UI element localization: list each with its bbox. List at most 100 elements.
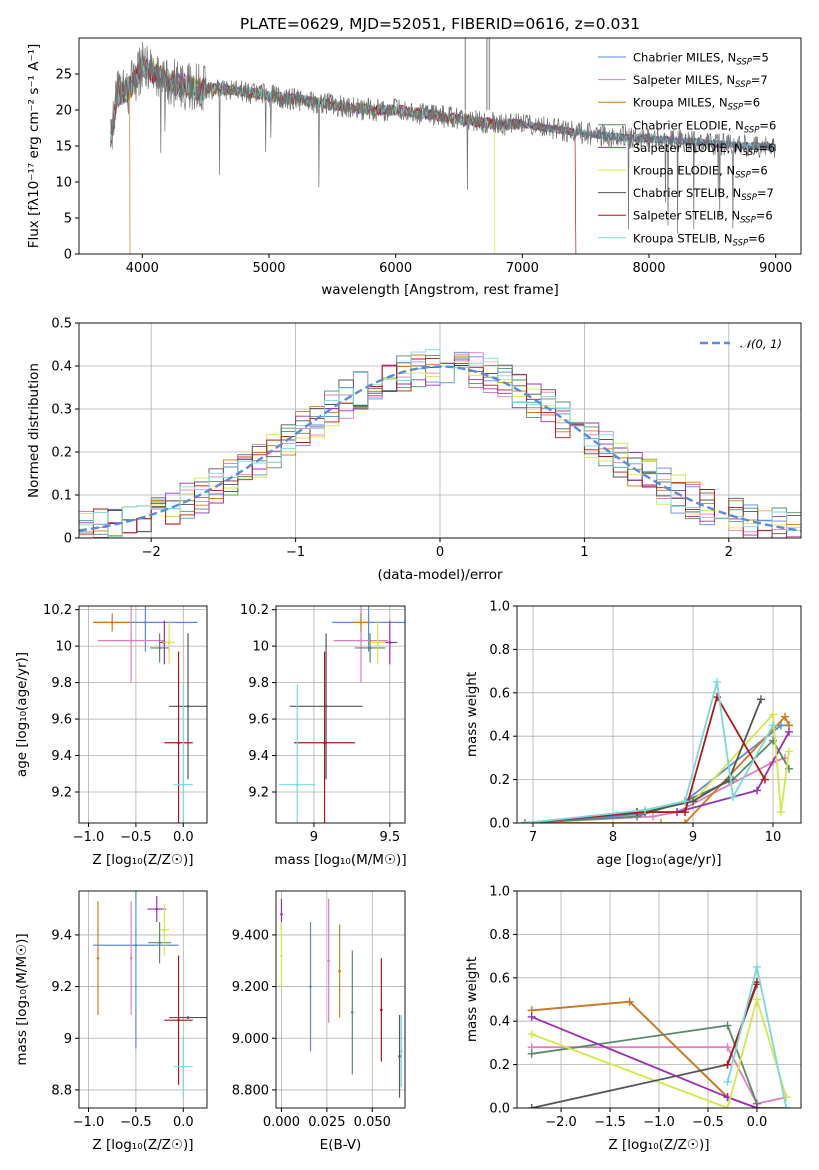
tick-label-y: 0.2 bbox=[489, 773, 510, 788]
tick-label-y: 0.1 bbox=[51, 489, 72, 504]
tick-label-y: 10 bbox=[55, 640, 72, 655]
plot-area bbox=[93, 891, 207, 1098]
legend-label-4: Salpeter ELODIE, NSSP=6 bbox=[633, 141, 775, 158]
tick-label-y: 0.0 bbox=[489, 817, 510, 832]
series-line-6 bbox=[524, 698, 762, 823]
tick-label-x: −0.5 bbox=[692, 1115, 724, 1130]
legend-label-5: Kroupa ELODIE, NSSP=6 bbox=[633, 164, 768, 181]
tick-label-y: 9.400 bbox=[232, 928, 269, 943]
point-6 bbox=[324, 704, 328, 708]
tick-label-x: 1 bbox=[580, 545, 588, 560]
tick-label-x: 7 bbox=[529, 830, 537, 845]
panel-spectrum: 4000 5000 6000 7000 8000 9000 0 5 10 15 20 25 wavele… bbox=[26, 37, 802, 298]
tick-label-x: −0.5 bbox=[120, 1115, 152, 1130]
series-line-1 bbox=[531, 1046, 787, 1105]
tick-label-y: 9.200 bbox=[232, 980, 269, 995]
y-axis-label: mass weight bbox=[464, 672, 480, 757]
y-axis-label: age [log₁₀(age/yr)] bbox=[14, 652, 30, 777]
series-line-7 bbox=[524, 694, 766, 823]
tick-label-y: 10.2 bbox=[240, 603, 269, 618]
tick-label-x: 0.050 bbox=[354, 1115, 391, 1130]
legend-label-2: Kroupa MILES, NSSP=6 bbox=[633, 96, 760, 113]
tick-label-y: 9.6 bbox=[51, 713, 72, 728]
point-1 bbox=[327, 959, 330, 963]
tick-label-y: 9.4 bbox=[248, 749, 269, 764]
plot-area bbox=[279, 606, 405, 823]
tick-label-y: 9.2 bbox=[51, 786, 72, 801]
legend-label-7: Salpeter STELIB, NSSP=6 bbox=[633, 209, 773, 226]
series-line-8 bbox=[524, 681, 774, 823]
axes-frame bbox=[516, 605, 802, 824]
tick-label-y: 25 bbox=[55, 68, 72, 83]
point-8 bbox=[295, 783, 299, 787]
series-line-4 bbox=[531, 1016, 758, 1108]
tick-label-y: 0.8 bbox=[489, 928, 510, 943]
tick-label-y: 0 bbox=[64, 532, 72, 547]
y-axis-label: Flux [fλ10⁻¹⁷ erg cm⁻² s⁻¹ A⁻¹] bbox=[26, 44, 42, 249]
tick-label-y: 1.0 bbox=[489, 885, 510, 900]
x-axis-label: Z [log₁₀(Z/Z☉)] bbox=[608, 1137, 709, 1153]
tick-label-y: 0.4 bbox=[51, 360, 72, 375]
tick-label-y: 8.8 bbox=[51, 1083, 72, 1098]
tick-label-x: 9000 bbox=[759, 261, 792, 276]
tick-label-y: 0.3 bbox=[51, 403, 72, 418]
point-0 bbox=[134, 943, 138, 947]
point-8 bbox=[181, 1065, 185, 1068]
tick-label-y: 10 bbox=[55, 176, 72, 191]
tick-label-y: 9.2 bbox=[51, 980, 72, 995]
x-axis-label: Z [log₁₀(Z/Z☉)] bbox=[92, 1137, 193, 1153]
tick-label-x: 5000 bbox=[252, 261, 285, 276]
point-2 bbox=[110, 621, 114, 624]
point-2 bbox=[359, 621, 363, 624]
point-5 bbox=[280, 954, 283, 957]
point-3 bbox=[351, 1011, 354, 1014]
tick-label-x: 9.5 bbox=[379, 830, 400, 845]
tick-label-x: −0.5 bbox=[120, 830, 152, 845]
tick-label-x: −2.0 bbox=[545, 1115, 577, 1130]
tick-label-x: 2 bbox=[725, 545, 733, 560]
axes-frame bbox=[78, 605, 208, 824]
x-axis-label: E(B-V) bbox=[320, 1137, 362, 1153]
tick-label-y: 0.5 bbox=[51, 317, 72, 332]
point-5 bbox=[167, 641, 171, 644]
point-3 bbox=[158, 646, 161, 650]
axes-frame bbox=[78, 37, 802, 255]
panel-massweight-vs-age: 7 8 9 10 0.0 0.2 0.4 0.6 0.8 1.0 age [log₁₀(age/yr… bbox=[464, 600, 802, 868]
point-3 bbox=[158, 941, 161, 944]
x-axis-label: wavelength [Angstrom, rest frame] bbox=[321, 282, 559, 298]
x-axis-label: (data-model)/error bbox=[377, 567, 503, 583]
tick-label-x: 0.0 bbox=[173, 1115, 194, 1130]
tick-label-y: 0 bbox=[64, 248, 72, 263]
tick-label-x: 0 bbox=[436, 545, 444, 560]
panel-mass-vs-ebv: 0.000 0.025 0.050 8.800 9.000 9.200 9.400 E(B-V… bbox=[232, 890, 406, 1153]
tick-label-x: −1.5 bbox=[594, 1115, 626, 1130]
tick-label-x: 7000 bbox=[506, 261, 539, 276]
tick-label-y: 9.4 bbox=[51, 749, 72, 764]
plot-area bbox=[521, 677, 793, 823]
tick-label-x: 9 bbox=[689, 830, 697, 845]
panel-massweight-vs-Z: −2.0 −1.5 −1.0 −0.5 0.0 0.0 0.2 0.4 0.6 0.8 1.0 Z [… bbox=[464, 885, 802, 1153]
tick-label-y: 8.800 bbox=[232, 1083, 269, 1098]
point-4 bbox=[388, 641, 392, 644]
legend-label-6: Chabrier STELIB, NSSP=7 bbox=[633, 186, 774, 203]
histogram-8 bbox=[79, 349, 801, 538]
point-8 bbox=[400, 1049, 403, 1053]
tick-label-x: 0.025 bbox=[308, 1115, 345, 1130]
tick-label-x: 0.000 bbox=[263, 1115, 300, 1130]
data-spectrum bbox=[110, 41, 776, 234]
tick-label-x: −1.0 bbox=[73, 1115, 105, 1130]
plot-area bbox=[110, 38, 777, 254]
tick-label-x: 8 bbox=[609, 830, 617, 845]
legend-label-1: Salpeter MILES, NSSP=7 bbox=[633, 73, 768, 90]
point-0 bbox=[309, 985, 312, 988]
point-7 bbox=[177, 741, 180, 745]
point-3 bbox=[368, 646, 372, 650]
tick-label-y: 9.4 bbox=[51, 928, 72, 943]
axes-frame bbox=[275, 605, 406, 824]
tick-label-x: 0.0 bbox=[173, 830, 194, 845]
tick-label-y: 9.8 bbox=[248, 676, 269, 691]
tick-label-y: 0.6 bbox=[489, 686, 510, 701]
legend-label-3: Chabrier ELODIE, NSSP=6 bbox=[633, 118, 776, 135]
tick-label-y: 0.4 bbox=[489, 1015, 510, 1030]
tick-label-y: 1.0 bbox=[489, 600, 510, 615]
